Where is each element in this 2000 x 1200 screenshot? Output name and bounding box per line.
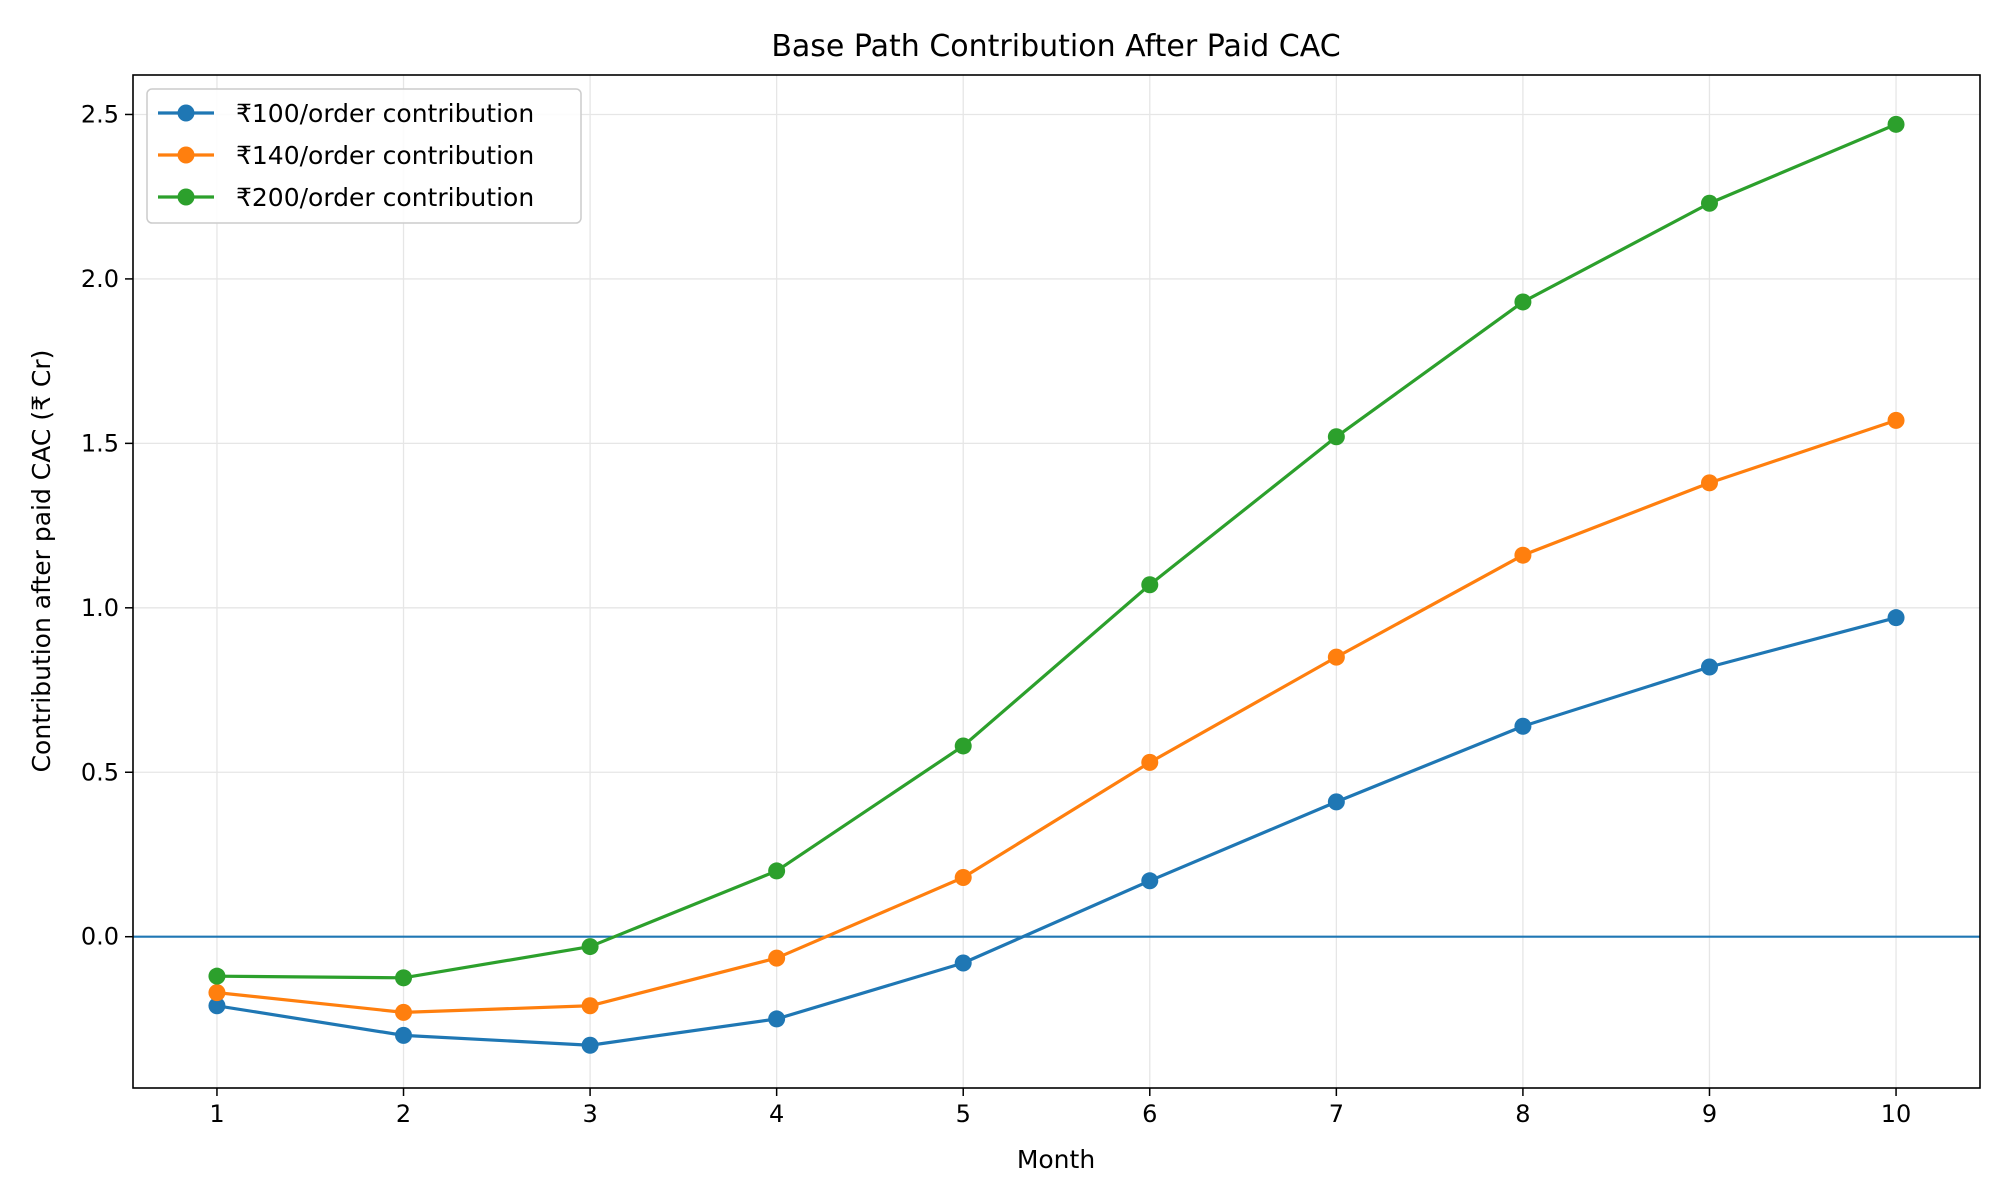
y-tick-label: 1.5	[81, 429, 119, 457]
series-1	[208, 609, 1905, 1054]
x-tick-label: 1	[209, 1100, 224, 1128]
data-point	[1327, 793, 1345, 811]
data-point	[395, 1003, 413, 1021]
data-point	[768, 949, 786, 967]
data-point	[581, 997, 599, 1015]
chart-title: Base Path Contribution After Paid CAC	[771, 29, 1340, 64]
data-point	[1514, 717, 1532, 735]
data-point	[208, 984, 226, 1002]
legend: ₹100/order contribution ₹140/order contri…	[146, 88, 582, 224]
data-point	[1327, 648, 1345, 666]
data-point	[1514, 293, 1532, 311]
x-tick-label: 8	[1515, 1100, 1530, 1128]
legend-item: ₹140/order contribution	[158, 141, 534, 170]
data-point	[581, 1036, 599, 1054]
data-point	[1141, 576, 1159, 594]
x-tick-label: 7	[1329, 1100, 1344, 1128]
series-line	[216, 418, 1897, 1014]
legend-marker	[177, 188, 195, 206]
data-point	[1700, 194, 1718, 212]
y-tick-label: 0.0	[81, 923, 119, 951]
series-group	[208, 115, 1905, 1054]
data-point	[395, 969, 413, 987]
legend-marker	[177, 104, 195, 122]
x-tick-label: 9	[1702, 1100, 1717, 1128]
legend-item: ₹200/order contribution	[158, 183, 534, 212]
data-point	[768, 1010, 786, 1028]
data-point	[1141, 753, 1159, 771]
legend-label: ₹100/order contribution	[236, 99, 534, 128]
x-tick-label: 3	[582, 1100, 597, 1128]
y-tick-label: 0.5	[81, 758, 119, 786]
x-tick-label: 10	[1881, 1100, 1912, 1128]
legend-marker	[177, 146, 195, 164]
y-tick-label: 2.5	[81, 100, 119, 128]
x-axis-label: Month	[1017, 1145, 1095, 1174]
data-point	[1514, 546, 1532, 564]
x-axis: 1 2 3 4 5 6 7 8 9 10	[209, 1088, 1911, 1128]
data-point	[954, 954, 972, 972]
legend-item: ₹100/order contribution	[158, 99, 534, 128]
data-point	[768, 862, 786, 880]
series-2	[208, 411, 1905, 1021]
data-point	[1141, 872, 1159, 890]
data-point	[1887, 411, 1905, 429]
data-point	[1700, 474, 1718, 492]
y-tick-label: 2.0	[81, 265, 119, 293]
data-point	[954, 869, 972, 887]
series-line	[216, 616, 1897, 1047]
series-line	[216, 122, 1897, 980]
data-point	[1327, 428, 1345, 446]
y-axis-label: Contribution after paid CAC (₹ Cr)	[27, 350, 56, 773]
data-point	[208, 967, 226, 985]
data-point	[395, 1026, 413, 1044]
y-tick-label: 1.0	[81, 594, 119, 622]
x-tick-label: 6	[1142, 1100, 1157, 1128]
legend-label: ₹200/order contribution	[236, 183, 534, 212]
y-axis: 0.0 0.5 1.0 1.5 2.0 2.5	[81, 100, 133, 951]
series-3	[208, 115, 1905, 987]
legend-label: ₹140/order contribution	[236, 141, 534, 170]
data-point	[954, 737, 972, 755]
data-point	[1700, 658, 1718, 676]
x-tick-label: 4	[769, 1100, 784, 1128]
legend-box	[146, 88, 582, 224]
x-tick-label: 5	[956, 1100, 971, 1128]
data-point	[1887, 609, 1905, 627]
data-point	[581, 938, 599, 956]
data-point	[208, 997, 226, 1015]
plot-frame	[132, 74, 1981, 1089]
data-point	[1887, 115, 1905, 133]
x-tick-label: 2	[396, 1100, 411, 1128]
